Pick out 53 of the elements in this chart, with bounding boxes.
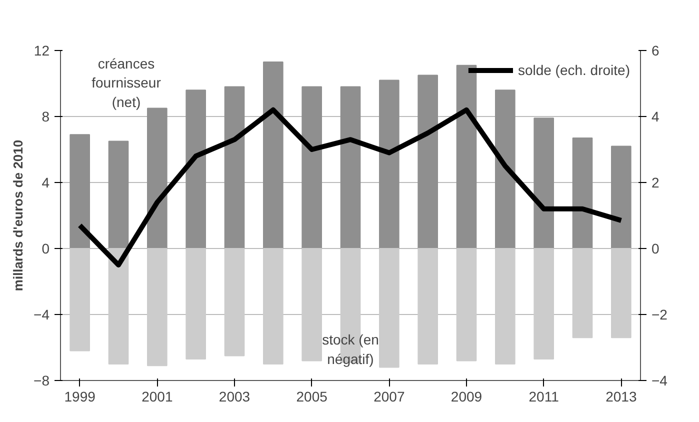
bar	[186, 248, 206, 360]
series-label: créances fournisseur (net)	[92, 55, 162, 110]
x-tick-label: 2001	[142, 388, 173, 404]
bar	[495, 90, 516, 249]
legend-label: solde (ech. droite)	[518, 62, 630, 78]
bar	[572, 137, 593, 249]
y2-tick-label: 4	[652, 108, 660, 124]
bar	[418, 74, 438, 249]
y2-tick-label: 0	[652, 240, 660, 256]
bar	[495, 248, 516, 364]
x-tick-label: 2003	[218, 388, 250, 404]
y-tick-label: −4	[34, 306, 50, 322]
series-label: stock (en négatif)	[322, 332, 379, 367]
y-tick-label: 4	[42, 174, 50, 190]
x-tick-label: 2009	[450, 388, 482, 404]
y-axis-title: millards d'euros de 2010	[10, 140, 26, 292]
bar	[611, 146, 632, 249]
bar	[340, 86, 361, 249]
bar	[263, 62, 284, 249]
y2-tick-label: 6	[652, 42, 660, 58]
bar	[534, 248, 554, 360]
bar	[108, 248, 129, 364]
bar	[418, 248, 438, 364]
bar	[263, 248, 284, 364]
bar	[108, 140, 129, 249]
bar	[456, 64, 477, 249]
bar	[572, 248, 593, 338]
y-tick-label: 8	[42, 108, 50, 124]
bar	[70, 248, 90, 352]
bar	[379, 248, 400, 368]
y-tick-label: 12	[34, 42, 50, 58]
y2-tick-label: 2	[652, 174, 660, 190]
y-tick-label: 0	[42, 240, 50, 256]
bar	[147, 108, 168, 249]
y2-tick-label: −4	[652, 372, 668, 388]
bar	[224, 86, 245, 249]
bar	[147, 248, 168, 366]
bar	[379, 80, 400, 249]
y-tick-label: −8	[34, 372, 50, 388]
x-tick-label: 1999	[64, 388, 96, 404]
bar	[186, 90, 206, 249]
bar	[70, 134, 90, 249]
x-tick-label: 2013	[606, 388, 637, 404]
y2-tick-label: −2	[652, 306, 668, 322]
bar	[611, 248, 632, 338]
bar	[456, 248, 477, 362]
bar	[224, 248, 245, 356]
bar	[534, 118, 554, 249]
x-tick-label: 2007	[374, 388, 405, 404]
bar	[302, 248, 322, 362]
x-tick-label: 2005	[296, 388, 328, 404]
bar	[302, 86, 322, 249]
x-tick-label: 2011	[528, 388, 560, 404]
